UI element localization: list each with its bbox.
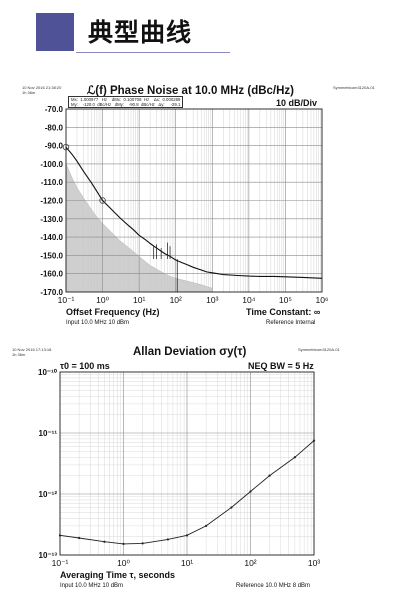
chart2-frame: [59, 371, 315, 556]
chart2-brand: Symmetricom3120A-01: [298, 347, 340, 352]
chart1-footer-reference: Reference Internal: [266, 320, 316, 326]
chart1-y-tick-label: -130.0: [40, 215, 63, 224]
chart2-x-tick-label: 10⁻¹: [52, 558, 69, 568]
chart2-data-point: [268, 474, 271, 477]
chart1-x-tick-label: 10⁰: [96, 295, 109, 305]
chart2-data-point: [293, 456, 296, 459]
chart1-duration: 1h 36m: [22, 90, 36, 95]
chart2-duration: 1h 36m: [12, 352, 26, 357]
chart2-x-tick-label: 10¹: [181, 558, 193, 568]
chart1-cursor-marker: [99, 197, 106, 204]
chart1-y-tick-label: -120.0: [40, 197, 63, 206]
chart1-x-tick-label: 10⁴: [242, 295, 255, 305]
chart1-y-tick-label: -140.0: [40, 233, 63, 242]
chart1-x-tick-label: 10³: [206, 295, 218, 305]
chart2-y-tick-label: 10⁻¹¹: [39, 429, 58, 438]
chart1-scale-label: 10 dB/Div: [276, 98, 318, 108]
chart2-data-point: [249, 490, 252, 493]
chart2-data-point: [230, 506, 233, 509]
chart2-data-point: [166, 538, 169, 541]
chart2-data-point: [141, 542, 144, 545]
chart1-cursor-marker: [62, 143, 70, 151]
chart2-data-point: [312, 439, 316, 442]
chart1-x-tick-label: 10⁵: [279, 295, 292, 305]
chart2-data-point: [185, 534, 189, 537]
chart1-marker-box: Mx: 1.000977 Hz dMx: 0.100708 Hz Δx: 0.0…: [68, 96, 184, 109]
chart2-neq-label: NEQ BW = 5 Hz: [248, 361, 314, 371]
chart1-series-phase-noise: [65, 146, 323, 279]
chart1-x-tick-label: 10⁻¹: [58, 295, 75, 305]
chart2-x-tick-label: 10³: [308, 558, 320, 568]
chart2-x-axis-label: Averaging Time τ, seconds: [60, 570, 176, 580]
chart1-y-tick-label: -150.0: [40, 251, 63, 260]
chart1-x-tick-label: 10¹: [133, 295, 145, 305]
chart2-data-point: [205, 524, 208, 527]
chart1-x-tick-label: 10⁶: [316, 295, 329, 305]
marker-row-1: Mx: 1.000977 Hz dMx: 0.100708 Hz Δx: 0.0…: [71, 97, 181, 102]
chart1-x-tick-label: 10²: [170, 295, 182, 305]
chart1-y-tick-label: -100.0: [40, 160, 63, 169]
chart1-x-axis-label: Offset Frequency (Hz): [66, 307, 160, 317]
chart1-time-constant: Time Constant: ∞: [246, 307, 321, 317]
section-title: 典型曲线: [88, 18, 193, 47]
chart1-title: ℒ(f) Phase Noise at 10.0 MHz (dBc/Hz): [87, 85, 295, 97]
chart2-footer-reference: Reference 10.0 MHz 8 dBm: [236, 583, 311, 589]
chart2-y-tick-label: 10⁻¹²: [39, 490, 58, 499]
chart2-title: Allan Deviation σy(τ): [133, 346, 247, 358]
chart2-data-point: [78, 536, 81, 540]
chart1-y-tick-label: -160.0: [40, 270, 63, 279]
marker-row-2: My: -120.0 dBc/Hz dMy: -90.8 dBc/Hz Δy: …: [71, 102, 181, 108]
chart2-x-tick-label: 10⁰: [117, 558, 130, 568]
chart1-y-tick-label: -80.0: [45, 123, 64, 132]
chart2-y-tick-label: 10⁻¹³: [39, 551, 58, 560]
chart2-timestamp: 10 Nov 2016 17:13:18: [12, 347, 52, 352]
chart2-x-tick-label: 10²: [244, 558, 256, 568]
chart1-y-tick-label: -170.0: [40, 288, 63, 297]
chart2-footer-input: Input 10.0 MHz 10 dBm: [60, 583, 124, 589]
chart1-footer-input: Input 10.0 MHz 10 dBm: [66, 320, 130, 326]
chart1-y-tick-label: -90.0: [45, 142, 64, 151]
chart1-y-tick-label: -110.0: [41, 178, 64, 187]
chart1-brand: Symmetricom3120A-01: [333, 85, 375, 90]
chart2-y-tick-label: 10⁻¹⁰: [38, 368, 58, 377]
header-square-icon: [36, 13, 74, 51]
chart1-y-tick-label: -70.0: [45, 105, 64, 114]
header-underline: [76, 52, 230, 53]
chart1-frame: [65, 108, 323, 293]
chart2-data-point: [122, 542, 125, 546]
chart1-timestamp: 10 Nov 2016 21:38:20: [22, 85, 62, 90]
chart2-data-point: [103, 540, 106, 543]
chart2-data-point: [58, 534, 62, 537]
chart2-tau0-label: τ0 = 100 ms: [60, 361, 110, 371]
